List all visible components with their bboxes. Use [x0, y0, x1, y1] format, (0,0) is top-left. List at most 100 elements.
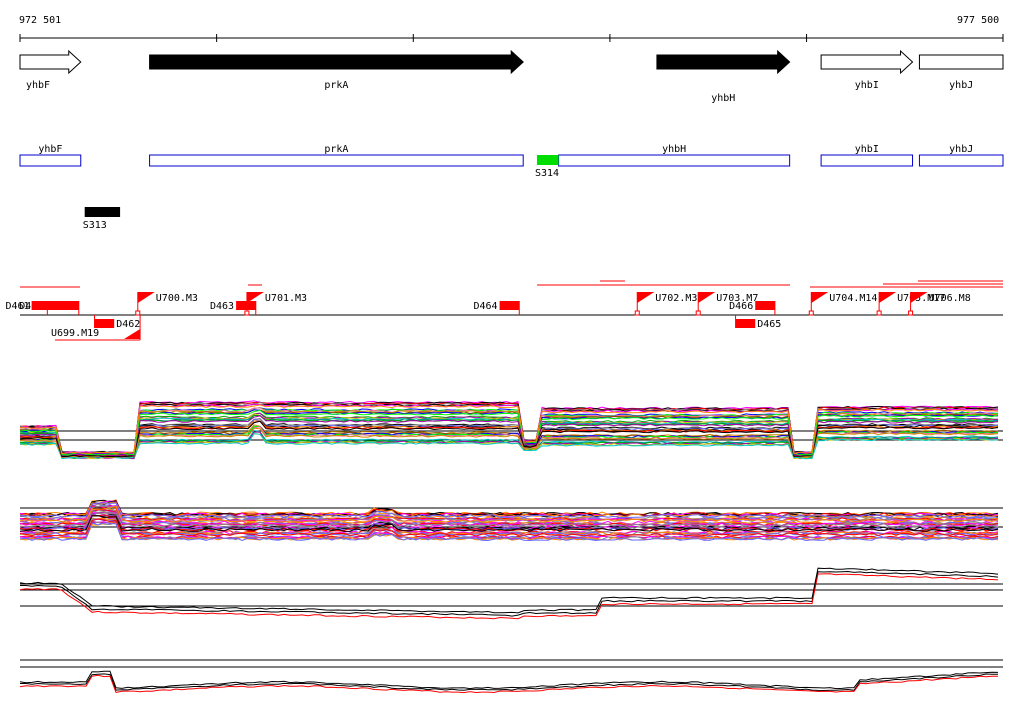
downshift-label: D466: [729, 301, 753, 312]
track-signal-line: [19, 502, 999, 519]
track-signal-line: [19, 522, 999, 542]
downshift-label: D464: [474, 301, 498, 312]
gene-box[interactable]: [820, 154, 914, 167]
ruler-end-label: 977 500: [957, 15, 999, 26]
downshift-bar[interactable]: [236, 301, 256, 310]
upshift-flag[interactable]: [637, 292, 655, 303]
track-signal-line: [19, 415, 999, 457]
upshift-flag[interactable]: [879, 292, 897, 303]
track-signal-line: [19, 514, 999, 531]
gene-boxes-track: yhbF prkA yhbH yhbI yhbJ: [19, 144, 1004, 167]
segments-track: S314 S313: [83, 155, 559, 231]
track-signal-line: [19, 433, 999, 460]
track-signal-line: [19, 409, 999, 456]
signal-track-1: [19, 400, 1003, 460]
downshift-bar[interactable]: [31, 301, 48, 310]
track-signal-line: [19, 429, 998, 459]
upshift-label: U703.M7: [716, 293, 758, 304]
upshift-label: U700.M3: [156, 293, 198, 304]
track-signal-line: [19, 404, 999, 455]
gene-box-label: yhbI: [855, 144, 879, 155]
track-signal-line: [19, 401, 999, 455]
gene-arrow[interactable]: [656, 49, 791, 75]
track-signal-line: [19, 420, 999, 458]
track-signal-line: [19, 501, 999, 518]
upshift-marker: [695, 310, 701, 316]
downshift-bar[interactable]: [94, 319, 115, 328]
shifts-track: U700.M3 U701.M3 U702.M3 U703.M7 U704.M14 U705…: [6, 280, 1003, 341]
gene-box[interactable]: [149, 154, 524, 167]
track-signal-line: [19, 427, 999, 459]
gene-box-label: yhbF: [38, 144, 62, 155]
upshift-marker: [634, 310, 640, 316]
track-signal-line: [19, 500, 999, 517]
upshift-marker: [908, 310, 914, 316]
gene-arrow[interactable]: [19, 49, 82, 75]
track-signal-line: [19, 499, 999, 516]
signal-track-3: [19, 567, 1003, 620]
upshift-flag[interactable]: [137, 292, 155, 303]
upshift-marker: [244, 310, 250, 316]
signal-track-4: [19, 659, 1003, 694]
track-signal-line: [19, 511, 999, 527]
segment-label: S314: [535, 168, 559, 179]
upshift-label: U704.M14: [829, 293, 877, 304]
track-signal-line: [19, 431, 999, 460]
track-signal-line: [19, 518, 999, 537]
upshift-label: U701.M3: [265, 293, 307, 304]
track-signal-line: [19, 670, 999, 690]
downshift-label: D463: [210, 301, 234, 312]
gene-arrow-label: yhbH: [711, 93, 735, 104]
gene-arrows-track: yhbF prkA yhbH yhbI yhbJ: [19, 49, 1004, 104]
track-signal-line: [20, 673, 998, 692]
downshift-label: D460: [19, 301, 43, 312]
upshift-label: U699.M19: [51, 328, 99, 339]
upshift-flag[interactable]: [698, 292, 716, 303]
ruler-start-label: 972 501: [19, 15, 61, 26]
upshift-flag[interactable]: [910, 292, 928, 303]
track-signal-line: [19, 403, 999, 455]
upshift-label: U702.M3: [655, 293, 697, 304]
track-signal-line: [19, 567, 999, 614]
upshift-label: U706.M8: [929, 293, 971, 304]
upshift-label: U705.M17: [897, 293, 945, 304]
track-signal-line: [19, 515, 999, 532]
gene-arrow[interactable]: [149, 49, 524, 75]
track-signal-line: [19, 501, 999, 518]
segment-bar[interactable]: [84, 207, 121, 217]
gene-arrow-label: prkA: [324, 80, 348, 91]
gene-box[interactable]: [558, 154, 791, 167]
track-signal-line: [19, 420, 999, 458]
track-signal-line: [19, 573, 999, 620]
gene-arrow-label: yhbJ: [949, 80, 973, 91]
downshift-bar[interactable]: [45, 301, 79, 310]
segment-label: S313: [83, 220, 107, 231]
track-signal-line: [19, 506, 999, 523]
downshift-bar[interactable]: [735, 319, 756, 328]
upshift-flag[interactable]: [124, 329, 141, 339]
gene-arrow-label: yhbI: [855, 80, 879, 91]
track-signal-line: [19, 510, 999, 528]
downshift-label: D461: [6, 301, 30, 312]
upshift-marker: [876, 310, 882, 316]
signal-track-2: [19, 499, 1003, 542]
track-signal-line: [20, 504, 999, 522]
track-signal-line: [19, 513, 999, 532]
downshift-bar[interactable]: [755, 301, 775, 310]
downshift-label: D465: [757, 319, 781, 330]
track-signal-line: [19, 518, 999, 537]
gene-box[interactable]: [19, 154, 82, 167]
upshift-flag[interactable]: [811, 292, 829, 303]
segment-bar[interactable]: [536, 155, 559, 165]
upshift-marker: [808, 310, 814, 316]
gene-arrow-label: yhbF: [26, 80, 50, 91]
gene-arrow[interactable]: [918, 54, 1004, 70]
downshift-bar[interactable]: [499, 301, 520, 310]
gene-box-label: prkA: [324, 144, 348, 155]
gene-box-label: yhbH: [662, 144, 686, 155]
gene-box[interactable]: [918, 154, 1004, 167]
upshift-flag[interactable]: [246, 292, 264, 303]
gene-arrow[interactable]: [820, 49, 914, 75]
